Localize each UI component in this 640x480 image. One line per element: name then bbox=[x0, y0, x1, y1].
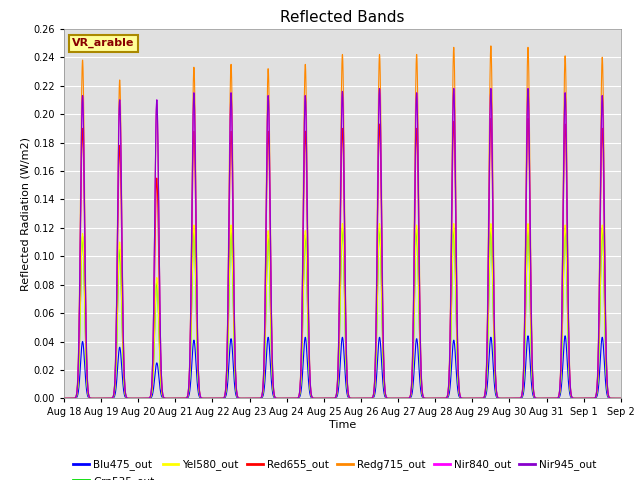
Text: VR_arable: VR_arable bbox=[72, 38, 135, 48]
Legend: Blu475_out, Grn535_out, Yel580_out, Red655_out, Redg715_out, Nir840_out, Nir945_: Blu475_out, Grn535_out, Yel580_out, Red6… bbox=[69, 456, 600, 480]
X-axis label: Time: Time bbox=[329, 420, 356, 430]
Y-axis label: Reflected Radiation (W/m2): Reflected Radiation (W/m2) bbox=[20, 137, 31, 290]
Title: Reflected Bands: Reflected Bands bbox=[280, 10, 404, 25]
